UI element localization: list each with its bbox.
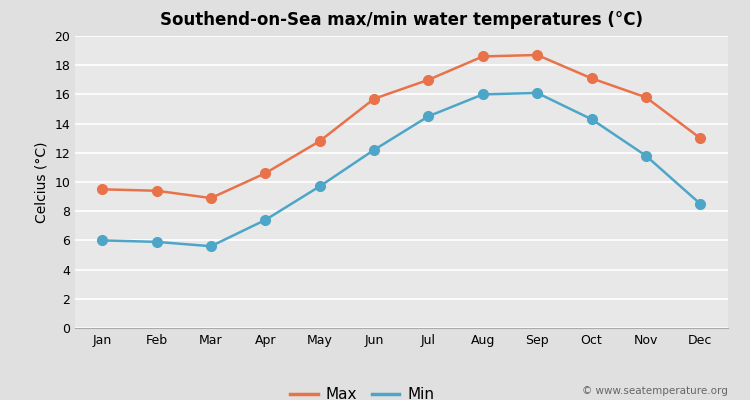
Legend: Max, Min: Max, Min [284, 381, 440, 400]
Title: Southend-on-Sea max/min water temperatures (°C): Southend-on-Sea max/min water temperatur… [160, 11, 643, 29]
Y-axis label: Celcius (°C): Celcius (°C) [34, 141, 49, 223]
Text: © www.seatemperature.org: © www.seatemperature.org [582, 386, 728, 396]
